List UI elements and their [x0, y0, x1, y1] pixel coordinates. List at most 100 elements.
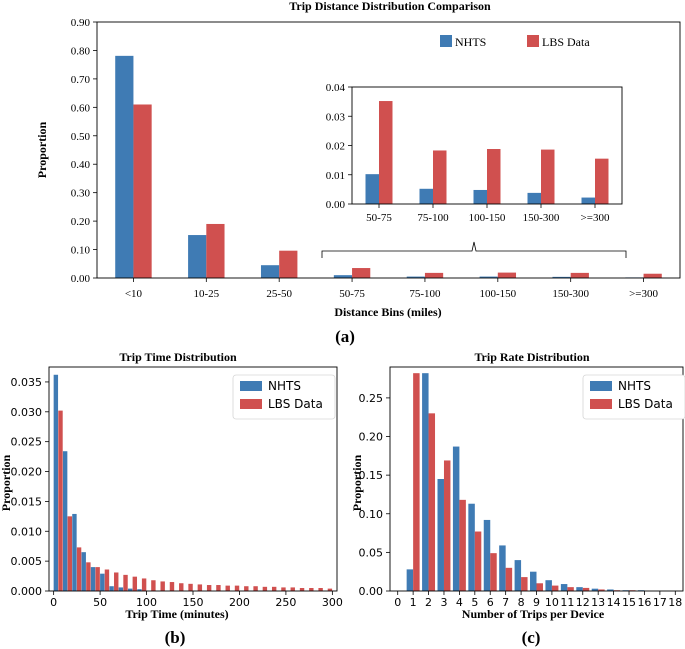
a-bar-nhts-6 [552, 276, 571, 278]
a-inset-ytick-label: 0.03 [326, 111, 346, 123]
c-xtick-label: 16 [637, 596, 651, 609]
a-bar-nhts-2 [260, 265, 280, 278]
a-inset-bar-nhts-1 [419, 188, 433, 204]
legend-label-c-nhts: NHTS [618, 379, 651, 393]
b-bar-lbs-19 [234, 585, 240, 591]
c-xtick-label: 13 [591, 596, 605, 609]
a-inset-bar-lbs-0 [379, 101, 393, 204]
y-axis-label-c: Proportion [350, 454, 364, 511]
b-bar-lbs-28 [318, 588, 323, 591]
b-bar-lbs-4 [95, 567, 100, 591]
c-bar-nhts-7 [499, 545, 506, 591]
c-ytick-label: 0.15 [359, 469, 384, 482]
a-bar-lbs-2 [279, 250, 298, 278]
b-bar-nhts-2 [72, 513, 77, 591]
a-ytick-label: 0.50 [71, 131, 91, 143]
x-axis-label-c: Number of Trips per Device [462, 607, 605, 621]
a-xtick-label: 150-300 [552, 288, 589, 300]
a-inset-bar-lbs-1 [433, 150, 447, 204]
c-bar-lbs-3 [443, 460, 451, 591]
b-bar-nhts-4 [90, 567, 96, 591]
a-bar-lbs-1 [206, 223, 225, 278]
b-ytick-label: 0.025 [11, 436, 43, 449]
plot-area-b: 0.000 0.005 0.010 0.015 0.020 0.025 0.030 0.035… [11, 366, 343, 609]
b-ytick-label: 0.035 [11, 376, 43, 389]
b-bar-lbs-1 [67, 516, 72, 591]
b-bar-lbs-27 [309, 588, 314, 591]
c-bar-lbs-7 [505, 567, 513, 591]
c-bar-nhts-9 [530, 571, 537, 591]
a-axes-frame [96, 21, 681, 279]
a-inset-xtick-label: 50-75 [366, 212, 392, 224]
b-bar-nhts-5 [100, 573, 105, 591]
b-bar-lbs-10 [151, 580, 156, 591]
c-bar-lbs-1 [413, 373, 420, 591]
c-bar-nhts-4 [452, 446, 460, 591]
c-bar-lbs-4 [459, 499, 466, 591]
b-ytick-label: 0.010 [11, 525, 43, 538]
c-bar-lbs-8 [521, 577, 528, 591]
panel-b: Trip Time Distribution Proportion Trip T… [0, 350, 343, 647]
b-bar-nhts-8 [127, 588, 133, 591]
a-bar-lbs-3 [352, 268, 371, 278]
a-inset-ytick-label: 0.04 [326, 82, 346, 94]
c-xtick-label: 2 [425, 596, 432, 609]
legend-swatch-c-nhts [590, 381, 612, 391]
c-ytick-label: 0.05 [359, 546, 384, 559]
legend-a: NHTS LBS Data [440, 35, 590, 49]
a-inset-bar-lbs-3 [541, 149, 555, 204]
a-inset-xtick-label: 100-150 [469, 212, 506, 224]
a-bar-lbs-5 [497, 272, 517, 278]
a-ytick-label: 0.10 [71, 245, 91, 257]
a-inset-bar-nhts-4 [581, 197, 595, 204]
legend-swatch-b-lbs [240, 399, 262, 409]
b-bar-nhts-6 [109, 586, 114, 591]
inset-plot-a: 0.00 0.01 0.02 0.03 0.04 50-75 75-100 100-150 15… [326, 82, 623, 224]
b-bar-lbs-9 [141, 578, 147, 591]
c-xtick-label: 17 [653, 596, 667, 609]
c-xtick-label: 0 [394, 596, 401, 609]
b-bar-lbs-23 [271, 586, 277, 591]
a-bar-nhts-3 [333, 275, 353, 278]
c-ytick-label: 0.20 [359, 431, 384, 444]
b-bar-lbs-26 [299, 588, 305, 591]
a-xtick-label: 25-50 [266, 288, 292, 300]
a-bar-lbs-0 [133, 104, 152, 279]
c-bar-nhts-2 [422, 373, 429, 591]
legend-swatch-a-lbs [527, 35, 539, 47]
c-bar-nhts-5 [468, 503, 475, 591]
legend-label-a-nhts: NHTS [455, 35, 486, 49]
c-xtick-label: 9 [533, 596, 540, 609]
a-ytick-label: 0.40 [71, 159, 91, 171]
a-bar-lbs-6 [570, 272, 589, 278]
c-bar-nhts-13 [591, 588, 599, 591]
b-xtick-label: 200 [229, 596, 250, 609]
a-inset-bar-lbs-4 [595, 158, 609, 204]
chart-title-b: Trip Time Distribution [119, 350, 237, 364]
c-bar-nhts-11 [560, 584, 568, 591]
b-bar-nhts-7 [118, 587, 124, 591]
c-ytick-label: 0.00 [359, 585, 384, 598]
c-bar-nhts-3 [437, 479, 444, 591]
b-bar-lbs-12 [169, 582, 175, 591]
x-axis-label-a: Distance Bins (miles) [334, 305, 441, 319]
a-inset-xtick-label: >=300 [581, 212, 610, 224]
c-bar-lbs-6 [490, 553, 497, 591]
b-bar-nhts-1 [62, 451, 68, 591]
c-xtick-label: 10 [545, 596, 559, 609]
legend-label-b-lbs: LBS Data [268, 397, 323, 411]
legend-label-c-lbs: LBS Data [618, 397, 673, 411]
a-xtick-label: 100-150 [479, 288, 516, 300]
a-ytick-label: 0.90 [71, 17, 91, 29]
c-bar-nhts-14 [607, 589, 614, 591]
a-xtick-label: 75-100 [409, 288, 441, 300]
legend-b: NHTS LBS Data [232, 374, 336, 420]
b-bar-lbs-15 [197, 584, 203, 591]
a-inset-ytick-label: 0.01 [326, 170, 345, 182]
b-ytick-label: 0.015 [11, 495, 43, 508]
legend-swatch-c-lbs [590, 399, 612, 409]
b-bar-lbs-11 [160, 581, 165, 591]
a-inset-bar-nhts-3 [527, 192, 541, 204]
c-bar-nhts-6 [483, 519, 491, 591]
